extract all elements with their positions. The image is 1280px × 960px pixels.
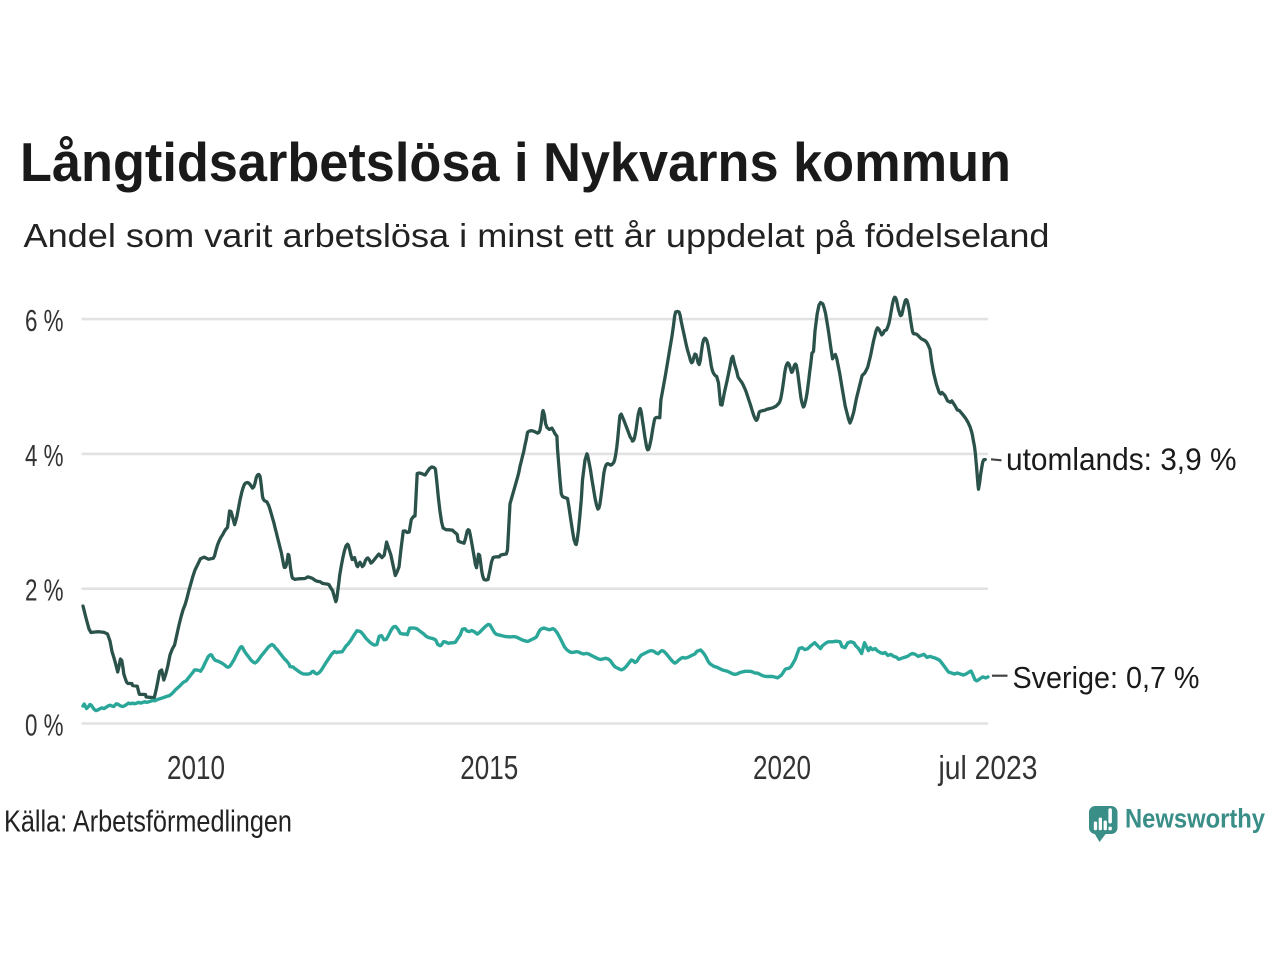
svg-text:jul 2023: jul 2023 — [938, 749, 1038, 786]
svg-text:Långtidsarbetslösa i Nykvarns: Långtidsarbetslösa i Nykvarns kommun — [20, 131, 1011, 193]
svg-text:utomlands: 3,9 %: utomlands: 3,9 % — [1006, 441, 1237, 477]
svg-text:4 %: 4 % — [25, 438, 64, 473]
svg-text:Andel som varit arbetslösa i m: Andel som varit arbetslösa i minst ett å… — [24, 217, 1050, 254]
svg-text:2 %: 2 % — [25, 573, 64, 608]
svg-text:Newsworthy: Newsworthy — [1125, 804, 1265, 834]
svg-text:Sverige: 0,7 %: Sverige: 0,7 % — [1013, 660, 1200, 695]
svg-text:2010: 2010 — [167, 749, 225, 786]
svg-text:2015: 2015 — [460, 749, 518, 786]
svg-text:6 %: 6 % — [25, 303, 64, 338]
svg-text:Källa: Arbetsförmedlingen: Källa: Arbetsförmedlingen — [4, 805, 292, 839]
svg-text:0 %: 0 % — [25, 707, 64, 742]
svg-text:2020: 2020 — [753, 749, 811, 786]
